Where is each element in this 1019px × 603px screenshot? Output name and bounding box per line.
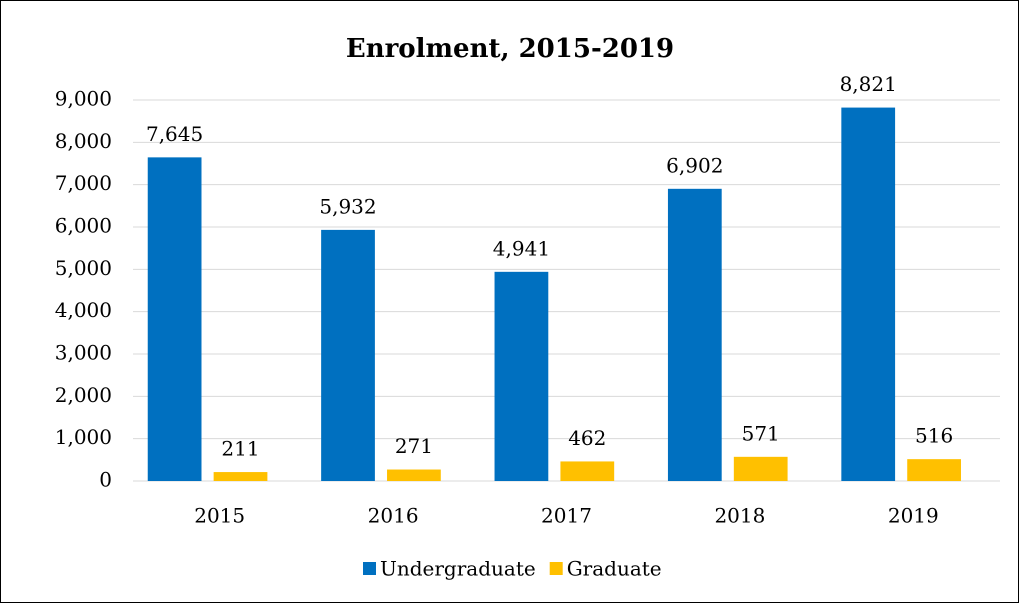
y-tick-label: 2,000 xyxy=(55,383,112,407)
y-tick-label: 0 xyxy=(99,468,112,492)
x-tick-label: 2015 xyxy=(194,504,245,528)
legend-swatch xyxy=(363,562,376,575)
value-label: 6,902 xyxy=(666,153,723,177)
value-label: 516 xyxy=(915,424,953,448)
y-tick-label: 4,000 xyxy=(55,298,112,322)
x-tick-label: 2017 xyxy=(541,504,592,528)
x-tick-label: 2016 xyxy=(368,504,419,528)
value-label: 571 xyxy=(742,421,780,445)
chart-title: Enrolment, 2015-2019 xyxy=(346,34,674,64)
value-label: 7,645 xyxy=(146,122,203,146)
value-label: 4,941 xyxy=(493,236,550,260)
bar xyxy=(560,461,615,481)
legend-label: Undergraduate xyxy=(380,557,536,581)
bar xyxy=(494,271,549,481)
bar xyxy=(841,107,896,481)
value-label: 271 xyxy=(395,434,433,458)
bar xyxy=(667,188,722,481)
y-tick-label: 1,000 xyxy=(55,425,112,449)
bar xyxy=(213,472,268,481)
value-label: 211 xyxy=(221,437,259,461)
legend-swatch xyxy=(549,562,563,575)
y-tick-label: 3,000 xyxy=(55,341,112,365)
x-tick-label: 2018 xyxy=(714,504,765,528)
y-tick-label: 8,000 xyxy=(55,129,112,153)
y-tick-label: 9,000 xyxy=(55,87,112,111)
value-label: 8,821 xyxy=(840,72,897,96)
bar xyxy=(387,469,441,481)
value-label: 462 xyxy=(568,426,606,450)
bar xyxy=(321,229,375,481)
bar xyxy=(147,157,202,481)
y-tick-label: 6,000 xyxy=(55,214,112,238)
x-tick-label: 2019 xyxy=(888,504,939,528)
y-tick-label: 5,000 xyxy=(55,256,112,280)
bar xyxy=(733,456,788,481)
bar xyxy=(907,459,961,481)
legend-label: Graduate xyxy=(567,557,662,581)
value-label: 5,932 xyxy=(319,194,376,218)
y-tick-label: 7,000 xyxy=(55,171,112,195)
